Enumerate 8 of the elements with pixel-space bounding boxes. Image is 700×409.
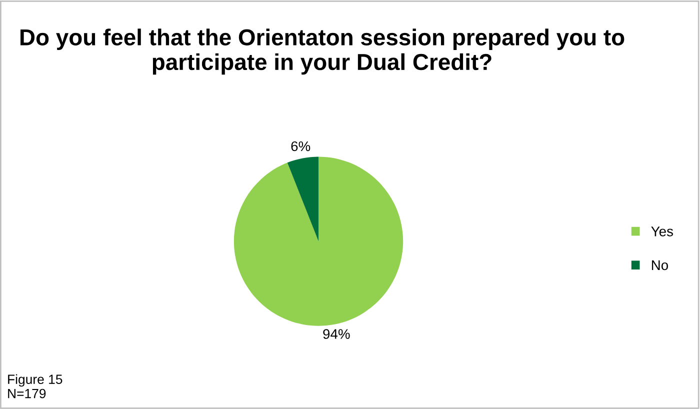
data-label: 6% [291, 141, 310, 152]
pie-slice [234, 156, 404, 326]
legend-label: Yes [651, 226, 673, 236]
caption: Figure 15 N=179 [8, 374, 62, 398]
pie-slice [287, 156, 318, 242]
legend-label: No [652, 260, 668, 270]
data-label: 94% [323, 329, 350, 339]
chart-title: Do you feel that the Orientaton session prepared you to participate in your Dual Credit? [20, 28, 624, 75]
